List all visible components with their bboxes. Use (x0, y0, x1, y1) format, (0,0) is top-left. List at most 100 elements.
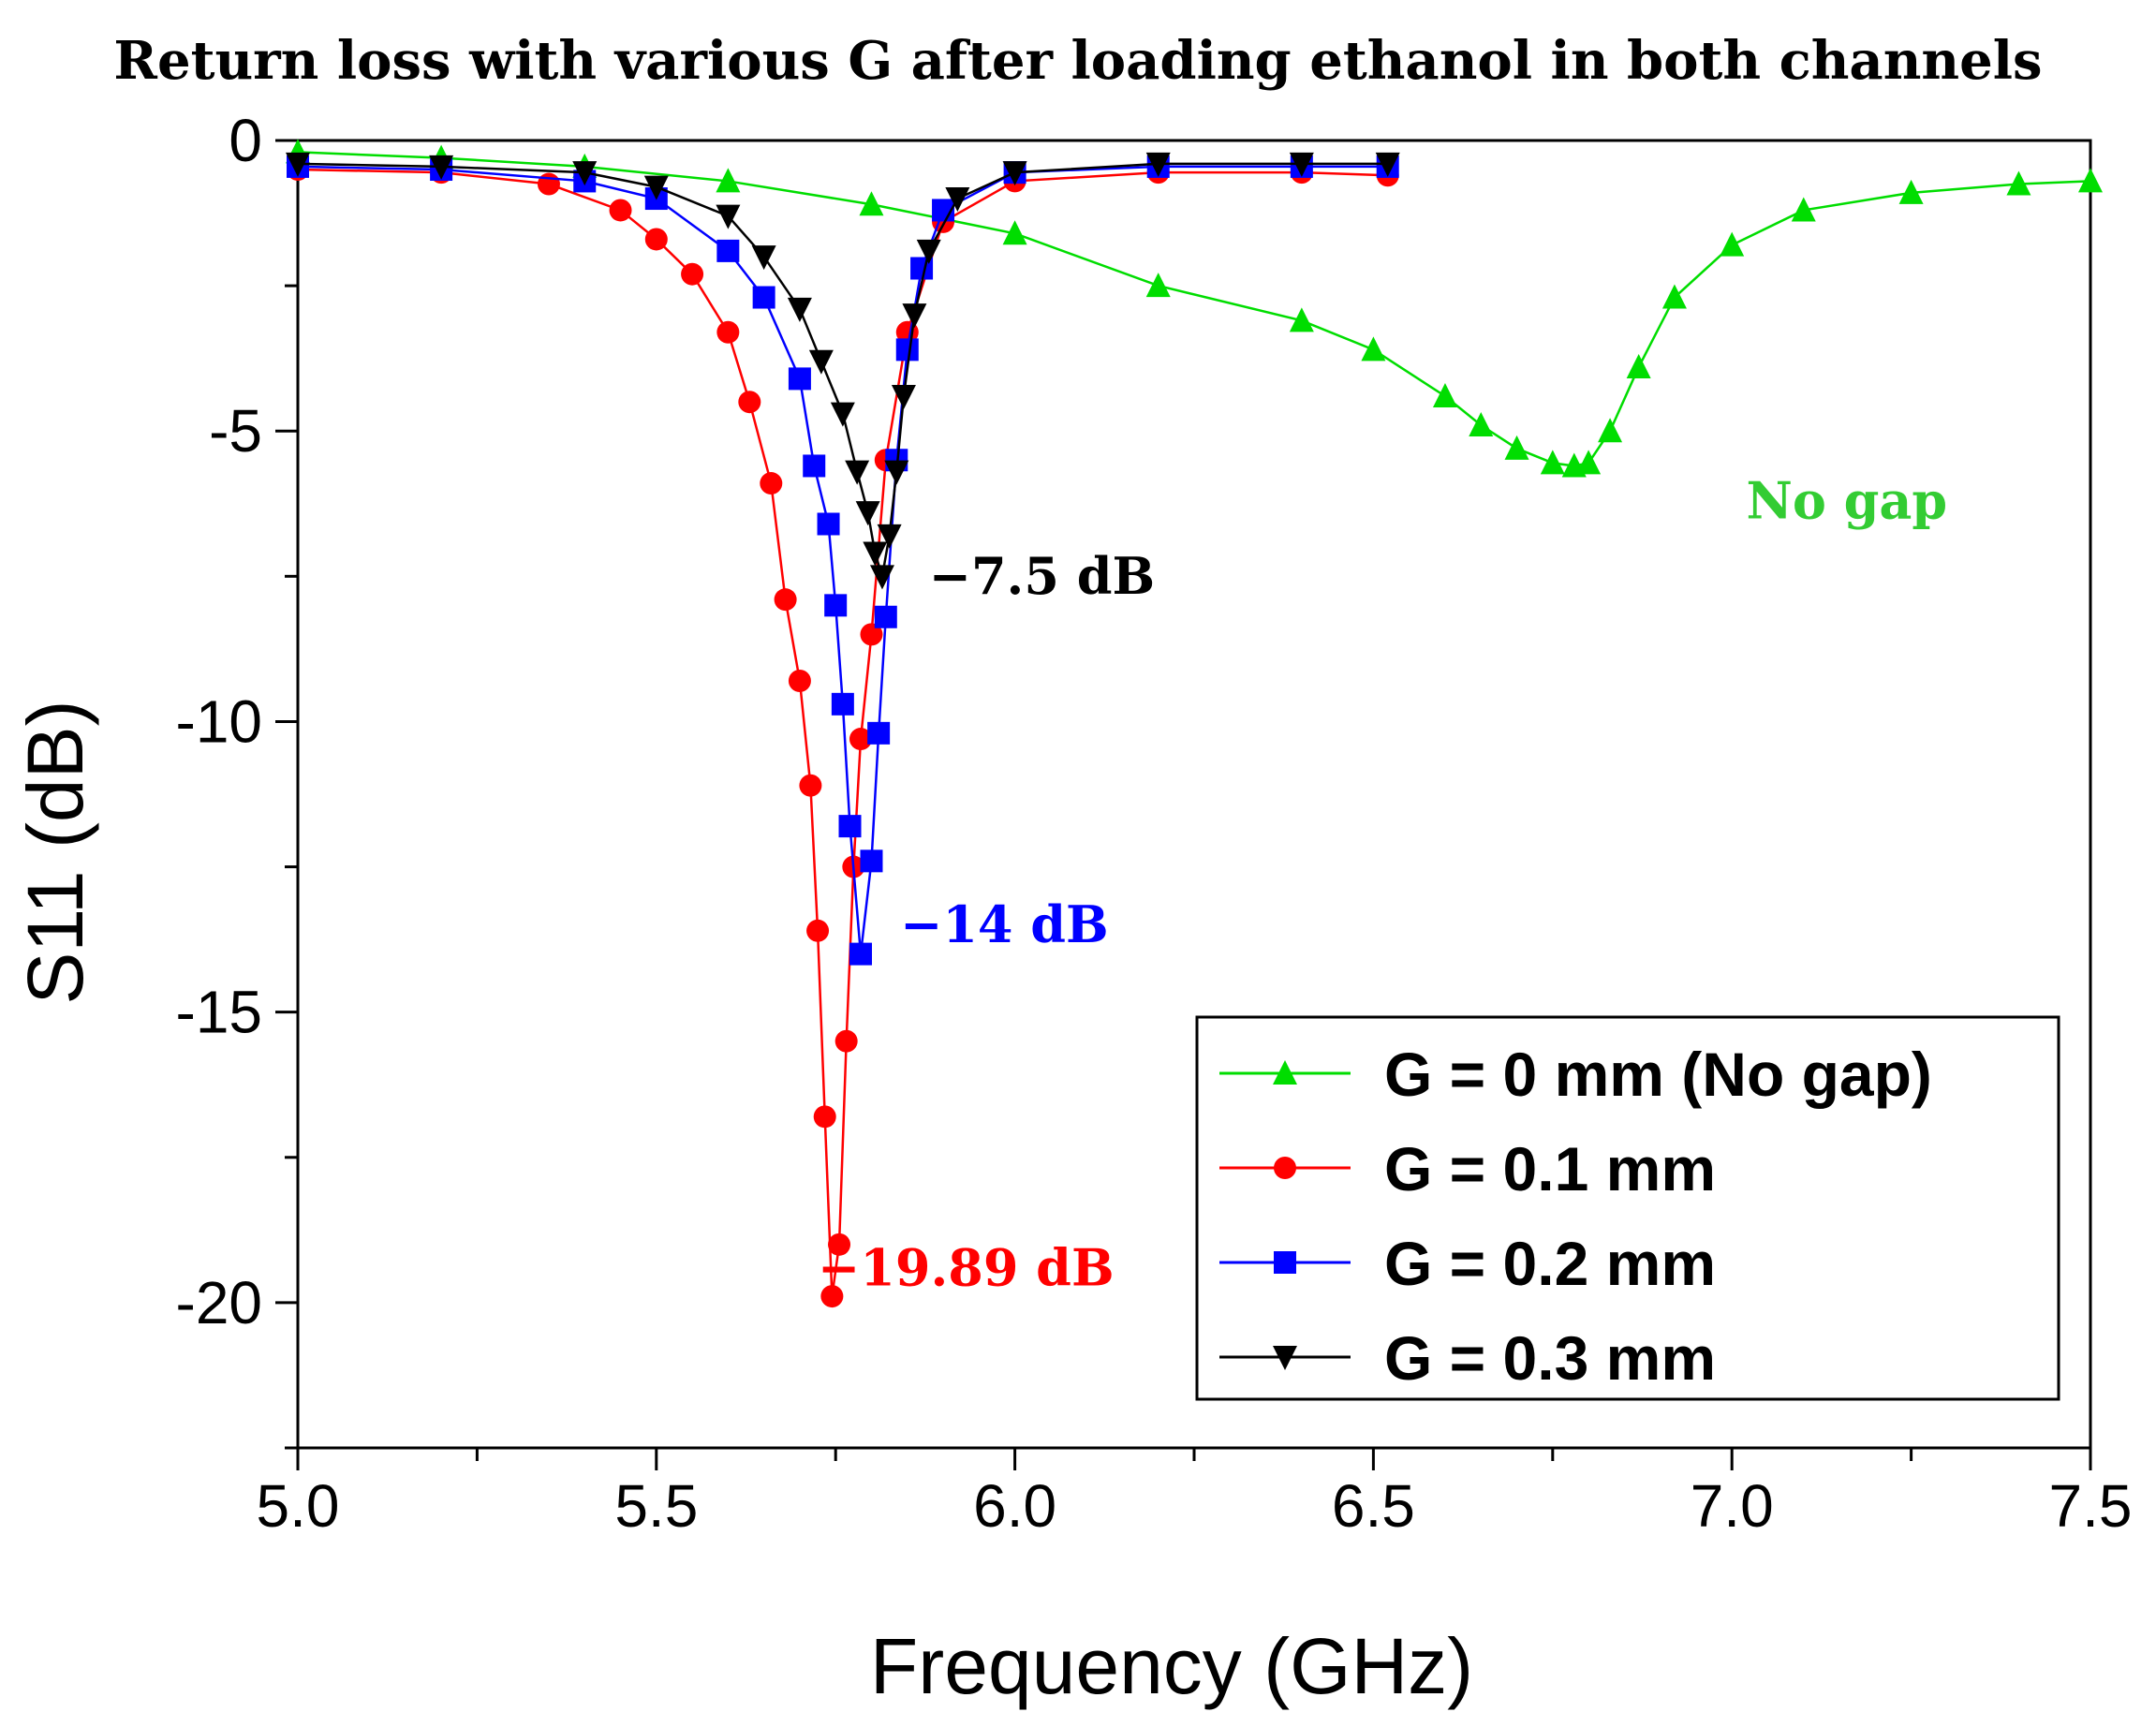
data-point (1576, 450, 1602, 475)
data-point (902, 303, 927, 329)
data-point (1145, 152, 1171, 177)
data-point (831, 692, 854, 716)
data-point (681, 262, 704, 286)
y-tick-label: 0 (229, 107, 262, 174)
data-point (799, 774, 822, 797)
x-tick-label: 7.0 (1691, 1472, 1774, 1540)
data-point (863, 541, 888, 567)
legend: G = 0 mm (No gap) G = 0.1 mm G = 0.2 mm G =… (1195, 1015, 2060, 1401)
data-point (2078, 168, 2103, 193)
x-tick-label: 5.0 (257, 1472, 340, 1540)
y-tick-label: -20 (176, 1269, 263, 1336)
x-tick-label: 5.5 (614, 1472, 698, 1540)
data-point (752, 286, 775, 309)
data-point (286, 152, 310, 177)
data-point (774, 588, 797, 612)
legend-label: G = 0.1 mm (1384, 1134, 1716, 1203)
data-point (716, 320, 740, 344)
annotation: −14 dB (900, 894, 1109, 954)
annotation: −7.5 dB (929, 546, 1155, 606)
data-point (820, 1285, 844, 1308)
data-point (849, 728, 872, 751)
data-point (824, 594, 848, 617)
data-point (877, 524, 902, 549)
series-line (297, 162, 1388, 577)
legend-item: G = 0.1 mm (1219, 1134, 1716, 1203)
series-line (297, 151, 2091, 467)
data-point (1898, 179, 1924, 204)
data-point (1375, 152, 1400, 177)
data-point (817, 512, 840, 536)
data-point (788, 670, 811, 693)
data-point (869, 565, 894, 590)
data-point (609, 199, 632, 222)
data-point (916, 239, 941, 264)
data-point (891, 384, 916, 409)
legend-item: G = 0.3 mm (1219, 1323, 1716, 1393)
legend-label: G = 0.3 mm (1384, 1323, 1716, 1393)
series-0 (286, 139, 2103, 478)
data-point (1289, 152, 1314, 177)
x-axis-label: Frequency (GHz) (870, 1622, 1473, 1710)
x-tick-label: 6.5 (1332, 1472, 1415, 1540)
series-group (286, 139, 2103, 1308)
data-point (787, 297, 812, 322)
legend-item: G = 0.2 mm (1219, 1229, 1716, 1298)
legend-marker (1273, 1060, 1297, 1085)
legend-label: G = 0.2 mm (1384, 1229, 1716, 1298)
series-2 (287, 155, 1399, 966)
axes: 5.0 5.5 6.0 6.5 7.0 7.5 0 -5 -10 -15 -20 (176, 107, 2133, 1540)
x-tick-label: 7.5 (2049, 1472, 2133, 1540)
legend-label: G = 0 mm (No gap) (1384, 1040, 1932, 1109)
data-point (537, 172, 560, 196)
data-point (429, 155, 454, 180)
data-point (860, 623, 883, 646)
y-tick-label: -5 (209, 397, 262, 465)
data-point (1504, 435, 1529, 460)
data-point (945, 187, 970, 213)
data-point (716, 204, 741, 229)
data-point (849, 942, 872, 966)
data-point (760, 472, 783, 495)
data-point (834, 1029, 858, 1053)
data-point (845, 460, 870, 485)
legend-marker (1274, 1251, 1296, 1274)
legend-marker (1273, 1346, 1297, 1370)
data-point (813, 1105, 836, 1129)
data-point (1145, 273, 1171, 298)
data-point (716, 239, 740, 262)
data-point (2006, 170, 2031, 196)
data-point (1361, 336, 1386, 362)
data-point (828, 1233, 851, 1256)
data-point (860, 849, 883, 873)
data-point (572, 161, 598, 186)
data-point (1791, 197, 1816, 222)
data-point (884, 460, 909, 485)
data-point (895, 338, 919, 362)
legend-item: G = 0 mm (No gap) (1219, 1040, 1932, 1109)
y-axis-label: S11 (dB) (11, 700, 99, 1004)
data-point (1469, 412, 1494, 437)
data-point (1661, 284, 1687, 309)
annotations: No gap −7.5 dB −14 dB −19.89 dB (818, 470, 1947, 1297)
series-3 (286, 152, 1400, 590)
chart-title: Return loss with various G after loading… (113, 30, 2042, 92)
annotation: −19.89 dB (818, 1237, 1115, 1297)
legend-box (1195, 1015, 2060, 1401)
y-tick-label: -15 (176, 979, 263, 1046)
data-point (738, 391, 761, 414)
data-point (643, 175, 669, 200)
annotation: No gap (1747, 470, 1948, 530)
data-point (1002, 220, 1027, 245)
data-point (874, 605, 897, 628)
data-point (1598, 418, 1623, 443)
data-point (644, 228, 668, 251)
data-point (1289, 307, 1314, 332)
data-point (1002, 161, 1027, 186)
data-point (867, 721, 891, 745)
data-point (1540, 450, 1565, 475)
data-point (806, 919, 830, 942)
data-point (1720, 231, 1745, 257)
